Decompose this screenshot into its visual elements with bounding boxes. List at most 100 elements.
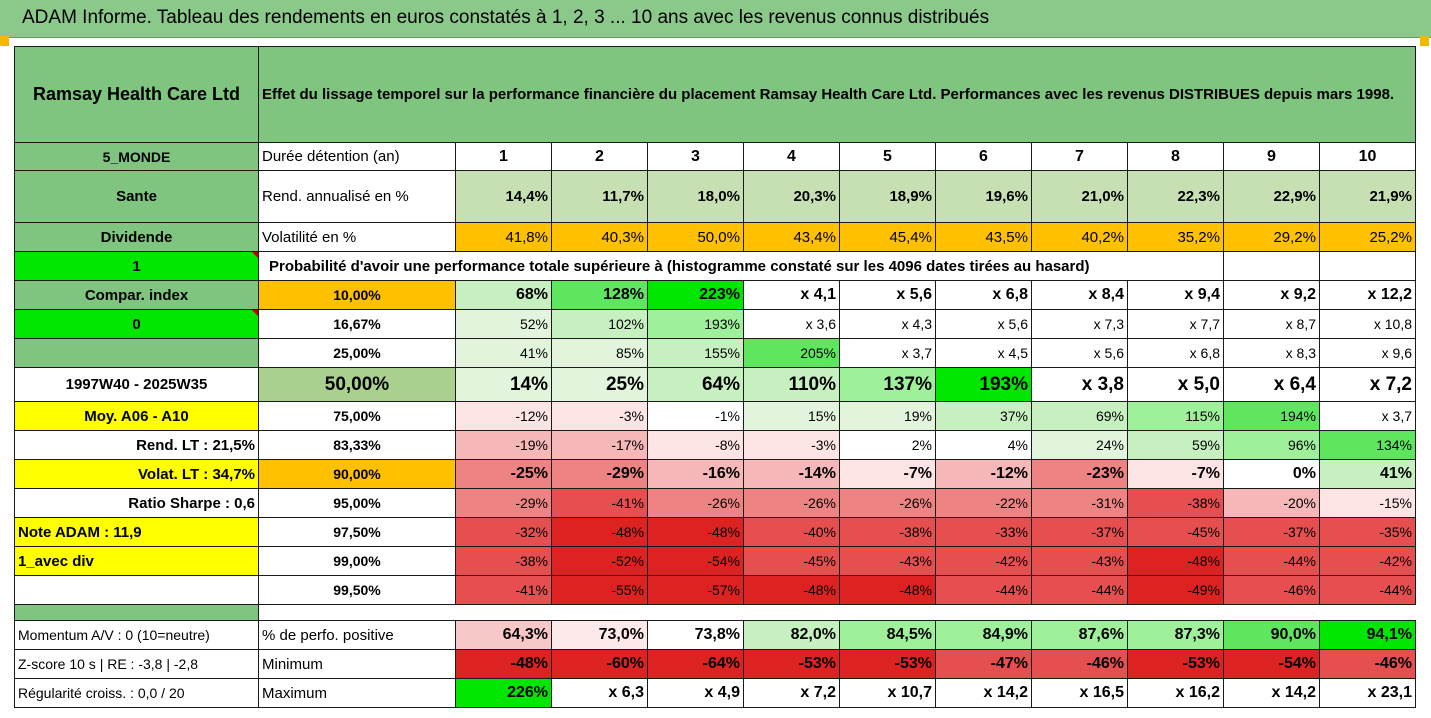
percentile-threshold: 50,00%	[258, 367, 456, 402]
annual-return-value: 20,3%	[743, 170, 840, 223]
annual-return-value: 14,4%	[455, 170, 552, 223]
summary-value: -53%	[1127, 649, 1224, 679]
percentile-value: -31%	[1031, 488, 1128, 518]
percentile-row: Note ADAM : 11,9 97,50% -32% -48% -48% -40% -3…	[14, 517, 1416, 547]
percentile-row: Compar. index 10,00% 68% 128% 223% x 4,1 x 5,6…	[14, 280, 1416, 310]
summary-value: -54%	[1223, 649, 1320, 679]
summary-value: -46%	[1031, 649, 1128, 679]
percentile-row: 25,00% 41% 85% 155% 205% x 3,7 x 4,5 x 5,6 x 6,8…	[14, 338, 1416, 368]
summary-label: Maximum	[258, 678, 456, 708]
volatility-value: 43,5%	[935, 222, 1032, 252]
annual-return-value: 19,6%	[935, 170, 1032, 223]
annual-return-value: 21,9%	[1319, 170, 1416, 223]
summary-value: x 6,3	[551, 678, 648, 708]
summary-value: x 16,5	[1031, 678, 1128, 708]
percentile-value: 24%	[1031, 430, 1128, 460]
summary-value: -53%	[839, 649, 936, 679]
side-info-label: 0	[14, 309, 259, 339]
percentile-value: -29%	[455, 488, 552, 518]
percentile-value: x 3,6	[743, 309, 840, 339]
corner-marker-left	[0, 36, 9, 46]
percentile-value: 155%	[647, 338, 744, 368]
percentile-value: 85%	[551, 338, 648, 368]
percentile-value: -40%	[743, 517, 840, 547]
percentile-value: -44%	[1319, 575, 1416, 605]
percentile-value: -48%	[839, 575, 936, 605]
annual-return-value: 22,9%	[1223, 170, 1320, 223]
side-info-label	[14, 338, 259, 368]
volatility-value: 40,3%	[551, 222, 648, 252]
summary-value: x 7,2	[743, 678, 840, 708]
summary-value: x 16,2	[1127, 678, 1224, 708]
report-banner: ADAM Informe. Tableau des rendements en …	[0, 0, 1431, 38]
percentile-threshold: 25,00%	[258, 338, 456, 368]
percentile-row: Rend. LT : 21,5% 83,33% -19% -17% -8% -3% 2% 4%…	[14, 430, 1416, 460]
percentile-value: -35%	[1319, 517, 1416, 547]
summary-value: 82,0%	[743, 620, 840, 650]
summary-row: Momentum A/V : 0 (10=neutre)% de perfo. …	[14, 620, 1416, 650]
summary-value: x 10,7	[839, 678, 936, 708]
percentile-value: x 9,4	[1127, 280, 1224, 310]
percentile-value: -8%	[647, 430, 744, 460]
percentile-value: -3%	[743, 430, 840, 460]
percentile-value: 41%	[455, 338, 552, 368]
percentile-row: Ratio Sharpe : 0,6 95,00% -29% -41% -26% -26%…	[14, 488, 1416, 518]
side-info-label: 1_avec div	[14, 546, 259, 576]
percentile-value: -22%	[935, 488, 1032, 518]
percentile-value: -25%	[455, 459, 552, 489]
percentile-value: -48%	[551, 517, 648, 547]
spacer-cell	[258, 604, 1416, 621]
company-name: Ramsay Health Care Ltd	[14, 46, 259, 143]
percentile-value: 2%	[839, 430, 936, 460]
annual-return-row: Sante Rend. annualisé en % 14,4% 11,7% 18,0%…	[14, 170, 1416, 223]
percentile-value: x 10,8	[1319, 309, 1416, 339]
duration-label: Durée détention (an)	[258, 142, 456, 171]
percentile-value: 134%	[1319, 430, 1416, 460]
header-row: Ramsay Health Care Ltd Effet du lissage t…	[14, 46, 1416, 143]
summary-value: x 4,9	[647, 678, 744, 708]
percentile-value: 14%	[455, 367, 552, 402]
percentile-row: 99,50% -41% -55% -57% -48% -48% -44% -44% -49% -4…	[14, 575, 1416, 605]
summary-row: Régularité croiss. : 0,0 / 20 Maximum 226%…	[14, 678, 1416, 708]
percentile-value: 137%	[839, 367, 936, 402]
percentile-value: -17%	[551, 430, 648, 460]
empty-cell	[1319, 251, 1416, 281]
percentile-value: -45%	[1127, 517, 1224, 547]
percentile-value: -42%	[935, 546, 1032, 576]
percentile-value: 128%	[551, 280, 648, 310]
percentile-value: x 7,3	[1031, 309, 1128, 339]
percentile-value: 19%	[839, 401, 936, 431]
percentile-value: -32%	[455, 517, 552, 547]
percentile-value: x 8,4	[1031, 280, 1128, 310]
percentile-value: x 5,6	[839, 280, 936, 310]
summary-label: Minimum	[258, 649, 456, 679]
year-header: 9	[1223, 142, 1320, 171]
percentile-value: -37%	[1031, 517, 1128, 547]
percentile-value: -44%	[1031, 575, 1128, 605]
annual-return-value: 21,0%	[1031, 170, 1128, 223]
percentile-value: 69%	[1031, 401, 1128, 431]
percentile-value: 194%	[1223, 401, 1320, 431]
summary-side-label: Z-score 10 s | RE : -3,8 | -2,8	[14, 649, 259, 679]
volatility-value: 43,4%	[743, 222, 840, 252]
volatility-value: 50,0%	[647, 222, 744, 252]
percentile-value: -26%	[743, 488, 840, 518]
percentile-threshold: 90,00%	[258, 459, 456, 489]
percentile-value: -3%	[551, 401, 648, 431]
volatility-row: Dividende Volatilité en % 41,8% 40,3% 50,0% 4…	[14, 222, 1416, 252]
percentile-value: -43%	[839, 546, 936, 576]
side-info-label: Note ADAM : 11,9	[14, 517, 259, 547]
percentile-value: 110%	[743, 367, 840, 402]
percentile-value: -48%	[743, 575, 840, 605]
year-header: 8	[1127, 142, 1224, 171]
summary-value: -64%	[647, 649, 744, 679]
percentile-value: -7%	[839, 459, 936, 489]
percentile-value: x 12,2	[1319, 280, 1416, 310]
percentile-value: x 4,3	[839, 309, 936, 339]
spacer-row	[14, 604, 1416, 621]
percentile-threshold: 97,50%	[258, 517, 456, 547]
summary-side-label: Momentum A/V : 0 (10=neutre)	[14, 620, 259, 650]
volatility-value: 29,2%	[1223, 222, 1320, 252]
percentile-value: -37%	[1223, 517, 1320, 547]
percentile-value: -38%	[1127, 488, 1224, 518]
